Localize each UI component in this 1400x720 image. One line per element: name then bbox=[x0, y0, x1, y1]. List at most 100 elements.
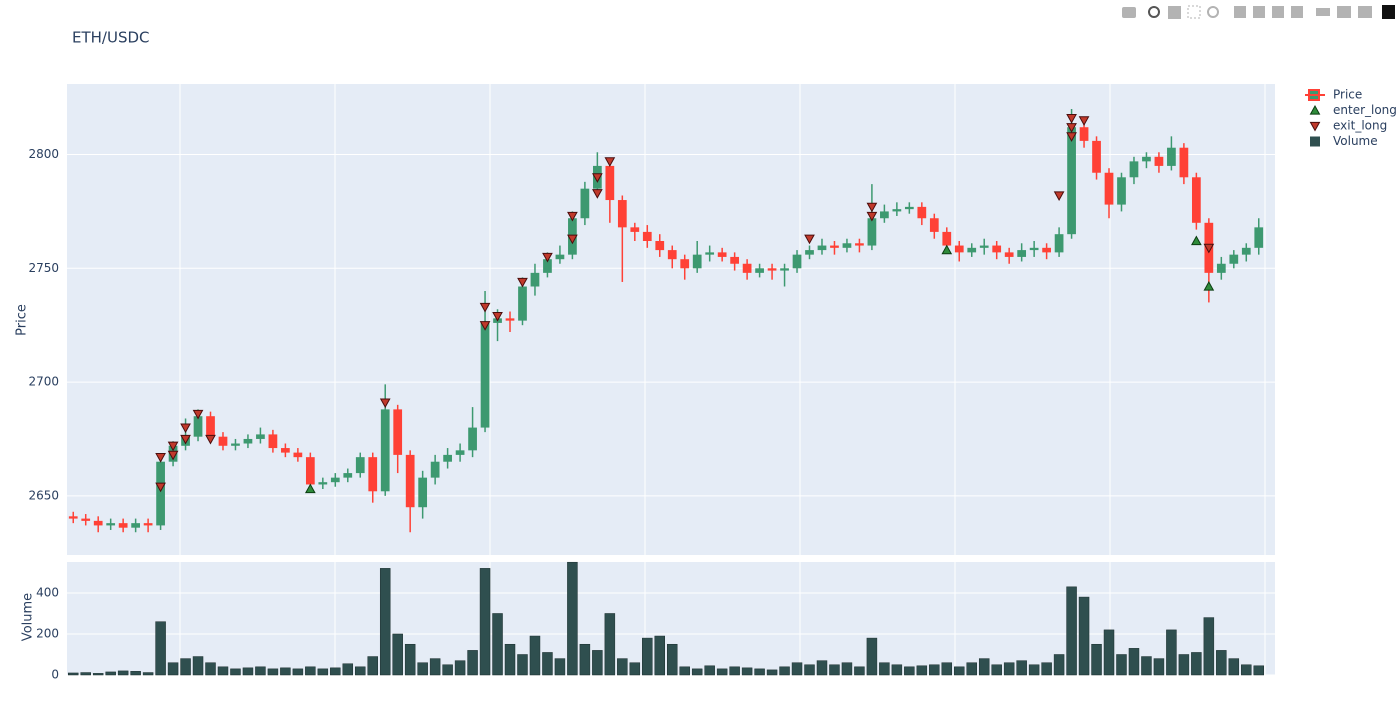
volume-bar bbox=[529, 635, 541, 676]
candle-body bbox=[630, 227, 640, 232]
volume-bar bbox=[267, 668, 279, 676]
candle-body bbox=[1017, 250, 1027, 257]
candle-body bbox=[1142, 156, 1151, 162]
y2-tick-label: 400 bbox=[36, 585, 59, 599]
volume-bar bbox=[142, 672, 154, 676]
volume-bar bbox=[1203, 617, 1215, 676]
y-tick-label: 2700 bbox=[28, 375, 59, 389]
volume-bar bbox=[392, 633, 403, 676]
volume-bar bbox=[978, 658, 990, 676]
signal-marker bbox=[1078, 116, 1090, 126]
volume-bar bbox=[1241, 664, 1252, 676]
y-tick-label: 2650 bbox=[28, 488, 59, 502]
volume-bar bbox=[991, 664, 1002, 676]
candle-body bbox=[143, 523, 153, 526]
candle-body bbox=[1117, 177, 1126, 205]
volume-bar bbox=[130, 671, 141, 676]
volume-bar bbox=[342, 663, 354, 676]
candle-body bbox=[767, 268, 777, 271]
signal-marker bbox=[1203, 280, 1215, 291]
volume-bar bbox=[1128, 648, 1140, 676]
candle-body bbox=[817, 245, 827, 251]
candle-body bbox=[967, 247, 977, 253]
volume-bar bbox=[230, 668, 241, 676]
candle-body bbox=[206, 416, 215, 437]
volume-bar bbox=[879, 662, 890, 676]
legend-label: enter_long bbox=[1333, 103, 1397, 117]
spike-icon[interactable] bbox=[1316, 8, 1330, 16]
candle-body bbox=[268, 434, 278, 449]
candle-body bbox=[855, 243, 864, 246]
y-axis-title: Price bbox=[15, 304, 30, 336]
pan-icon[interactable] bbox=[1168, 6, 1181, 19]
candle-body bbox=[1004, 252, 1014, 257]
y2-tick-label: 0 bbox=[51, 668, 59, 682]
volume-bar bbox=[754, 668, 765, 676]
signal-marker bbox=[479, 321, 491, 331]
candle-body bbox=[730, 256, 740, 264]
candle-body bbox=[979, 245, 989, 248]
candle-body bbox=[830, 245, 839, 248]
volume-bar bbox=[442, 664, 453, 676]
autoscale-icon[interactable] bbox=[1272, 6, 1284, 18]
box-select-icon[interactable] bbox=[1187, 5, 1201, 19]
candle-body bbox=[1067, 127, 1076, 235]
candle-body bbox=[942, 231, 952, 246]
y-tick-label: 2800 bbox=[28, 147, 59, 161]
volume-bar bbox=[1191, 652, 1202, 676]
volume-bar bbox=[829, 664, 840, 676]
candle-body bbox=[118, 523, 128, 528]
volume-bar bbox=[654, 635, 666, 676]
volume-bar bbox=[629, 662, 641, 676]
candle-body bbox=[443, 454, 452, 462]
lasso-icon[interactable] bbox=[1207, 6, 1219, 18]
candle-body bbox=[330, 477, 340, 483]
volume-bar bbox=[367, 656, 378, 676]
candle-body bbox=[917, 206, 927, 219]
zoom-icon[interactable] bbox=[1148, 6, 1160, 18]
reset-icon[interactable] bbox=[1291, 6, 1303, 18]
legend-label: Price bbox=[1333, 88, 1362, 102]
volume-bar bbox=[716, 668, 728, 676]
signal-marker bbox=[180, 423, 191, 434]
legend-swatch bbox=[1309, 121, 1321, 132]
candle-body bbox=[1241, 247, 1251, 255]
volume-bar bbox=[280, 667, 291, 676]
candle-body bbox=[243, 438, 253, 444]
volume-bar bbox=[1041, 662, 1052, 676]
candle-body bbox=[580, 188, 590, 219]
chart-title: ETH/USDC bbox=[72, 29, 150, 47]
volume-bar bbox=[417, 662, 428, 676]
volume-bar bbox=[1153, 658, 1165, 676]
candle-body bbox=[81, 518, 91, 521]
zoom-out-icon[interactable] bbox=[1253, 6, 1265, 18]
signal-marker bbox=[542, 252, 553, 263]
candle-body bbox=[355, 457, 365, 474]
legend-label: exit_long bbox=[1333, 119, 1387, 133]
camera-icon[interactable] bbox=[1122, 7, 1136, 18]
plotly-logo[interactable] bbox=[1382, 5, 1395, 19]
zoom-in-icon[interactable] bbox=[1234, 6, 1246, 18]
volume-bar bbox=[92, 673, 104, 676]
volume-bar bbox=[1216, 650, 1227, 676]
candle-body bbox=[405, 454, 415, 508]
volume-bar bbox=[1053, 654, 1065, 676]
volume-bar bbox=[1103, 629, 1115, 676]
signal-marker bbox=[304, 483, 316, 494]
candle-body bbox=[780, 268, 789, 271]
candle-body bbox=[418, 477, 428, 508]
candle-body bbox=[655, 241, 665, 251]
candle-body bbox=[755, 268, 764, 273]
candle-body bbox=[368, 457, 378, 492]
volume-bar bbox=[192, 656, 204, 676]
signal-marker bbox=[1066, 132, 1077, 142]
signal-marker bbox=[180, 434, 191, 445]
volume-bar bbox=[305, 666, 316, 676]
volume-bar bbox=[80, 672, 91, 676]
compare-icon[interactable] bbox=[1358, 6, 1372, 18]
signal-marker bbox=[1203, 243, 1215, 254]
signal-marker bbox=[1066, 114, 1077, 124]
hover-icon[interactable] bbox=[1337, 6, 1351, 18]
